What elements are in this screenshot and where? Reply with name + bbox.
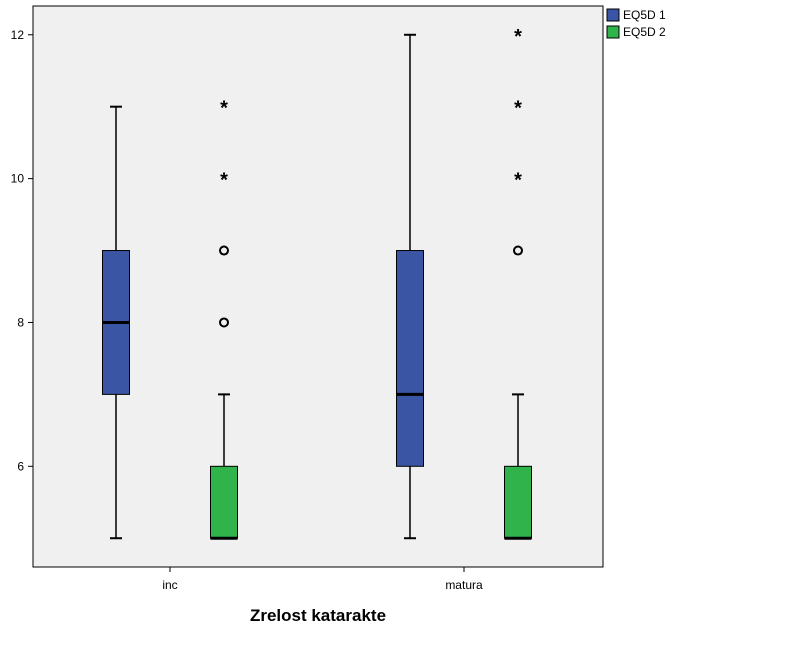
legend-swatch (606, 8, 620, 22)
legend-label: EQ5D 1 (623, 8, 666, 22)
legend-swatch (606, 25, 620, 39)
extreme-point: * (220, 170, 228, 192)
box-iqr (396, 250, 424, 467)
legend: EQ5D 1 EQ5D 2 (606, 8, 666, 39)
extreme-point: * (514, 98, 522, 120)
x-axis: inc matura (162, 567, 483, 592)
outlier-point (219, 245, 229, 256)
legend-label: EQ5D 2 (623, 25, 666, 39)
y-tick-label: 6 (17, 459, 24, 473)
box-series: ***** (102, 26, 532, 540)
y-tick-label: 8 (17, 315, 24, 329)
x-axis-title: Zrelost katarakte (250, 606, 386, 625)
outlier-point (513, 245, 523, 256)
outlier-point (219, 317, 229, 328)
extreme-point: * (514, 170, 522, 192)
x-tick-label-inc: inc (162, 578, 177, 592)
y-tick-label: 12 (11, 28, 25, 42)
x-tick-label-matura: matura (445, 578, 483, 592)
box-inc-series-2: ** (210, 98, 238, 540)
box-iqr (210, 465, 238, 539)
box-matura-series-1 (396, 33, 424, 540)
box-iqr (504, 465, 532, 539)
box-inc-series-1 (102, 105, 130, 540)
box-matura-series-2: * * * (504, 26, 532, 540)
y-tick-label: 10 (11, 172, 25, 186)
extreme-point: * (220, 98, 228, 120)
extreme-point: * (514, 26, 522, 48)
y-axis: 6 8 10 12 (11, 28, 33, 473)
